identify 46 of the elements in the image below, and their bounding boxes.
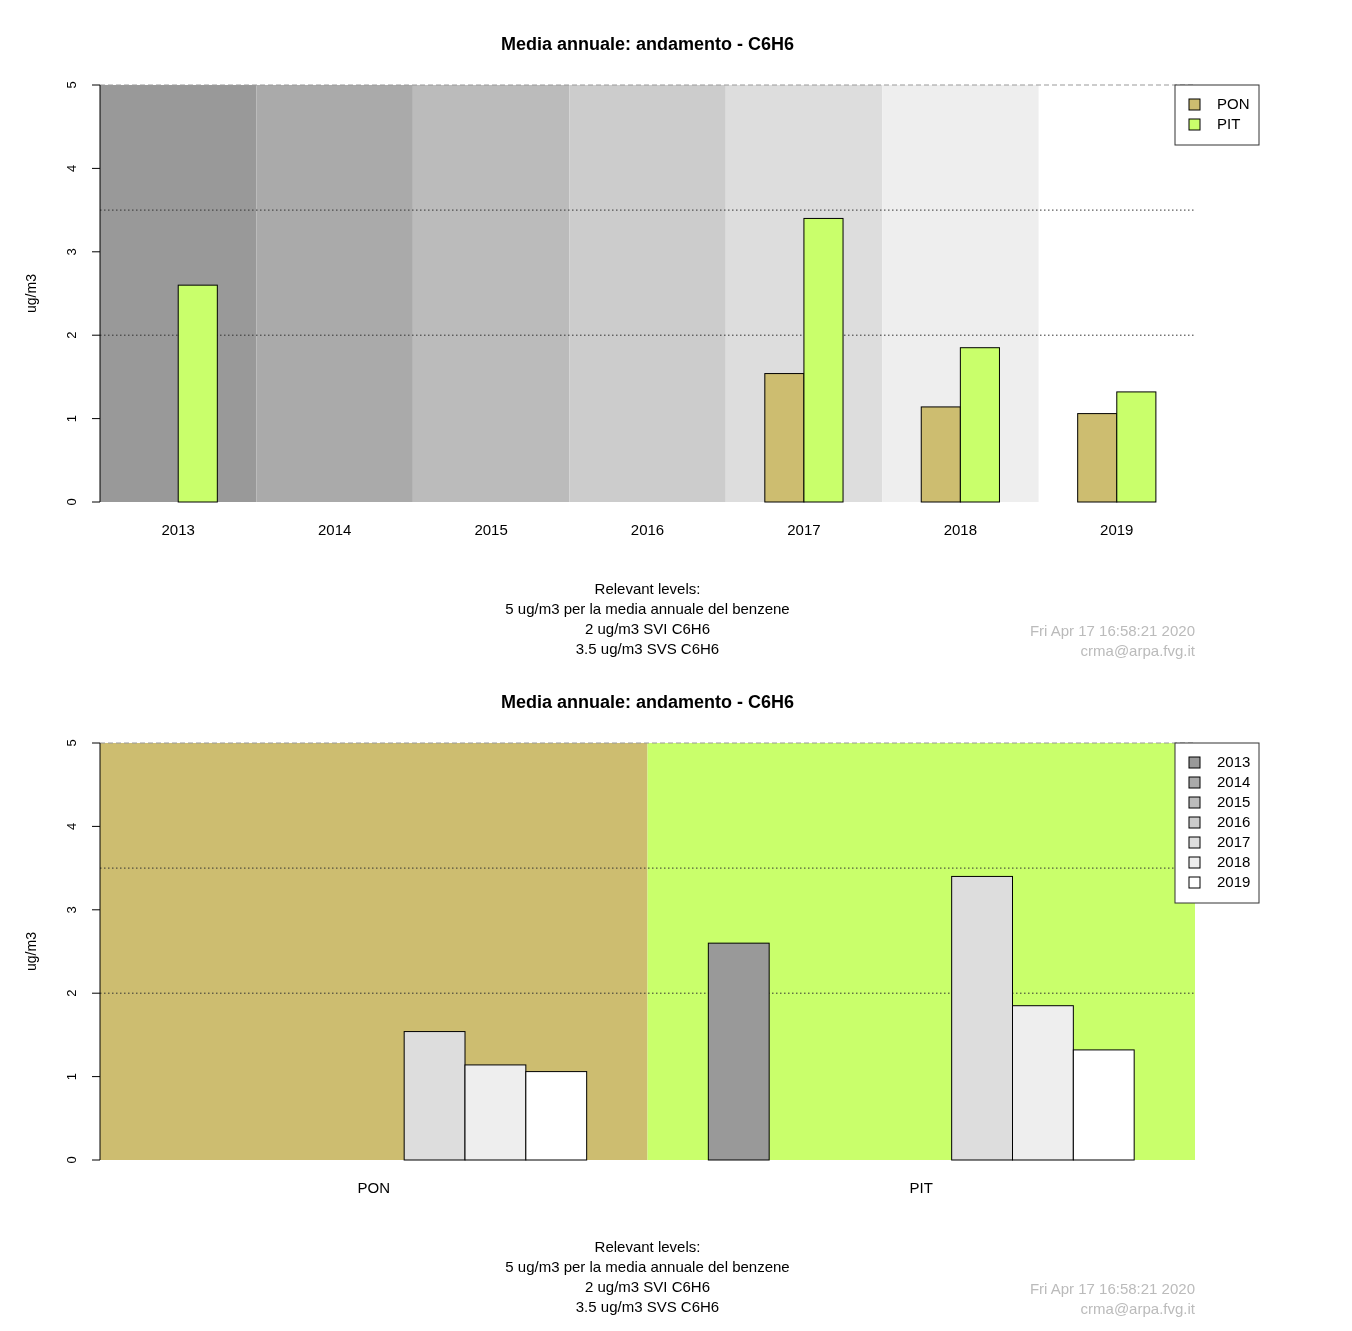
x-tick-label: 2013	[161, 520, 195, 538]
text: Relevant levels:	[594, 1237, 701, 1255]
y-tick-label: 2	[64, 989, 80, 997]
text: crma@arpa.fvg.it	[1080, 641, 1196, 659]
text: 5 ug/m3 per la media annuale del benzene	[505, 1257, 790, 1275]
legend-label: 2013	[1217, 752, 1251, 770]
x-tick-label: 2018	[943, 520, 978, 538]
text: Relevant levels:	[594, 579, 701, 597]
y-tick-label: 0	[64, 498, 80, 506]
x-tick-label: 2019	[1100, 520, 1134, 538]
y-tick-label: 0	[64, 1156, 80, 1164]
legend-label: 2017	[1217, 832, 1251, 850]
y-tick-label: 2	[64, 331, 80, 339]
y-tick-label: 1	[64, 1072, 80, 1081]
y-tick-label: 3	[64, 906, 80, 914]
chart-title: Media annuale: andamento - C6H6	[500, 33, 795, 54]
y-tick-label: 5	[64, 81, 80, 89]
text: crma@arpa.fvg.it	[1080, 1299, 1196, 1317]
text: 3.5 ug/m3 SVS C6H6	[575, 639, 720, 657]
x-tick-label: 2015	[474, 520, 508, 538]
y-tick-label: 4	[64, 164, 80, 173]
text: Fri Apr 17 16:58:21 2020	[1029, 621, 1195, 639]
legend-label: PON	[1217, 94, 1250, 112]
y-axis-title: ug/m3	[22, 931, 39, 971]
text: 2 ug/m3 SVI C6H6	[584, 619, 711, 637]
legend-label: 2014	[1217, 772, 1251, 790]
chart-title: Media annuale: andamento - C6H6	[500, 691, 795, 712]
text: 5 ug/m3 per la media annuale del benzene	[505, 599, 790, 617]
text: 2 ug/m3 SVI C6H6	[584, 1277, 711, 1295]
y-tick-label: 4	[64, 822, 80, 831]
bar	[177, 284, 218, 503]
legend-label: 2018	[1217, 852, 1251, 870]
bar	[707, 942, 770, 1161]
x-tick-label: 2016	[630, 520, 665, 538]
text: Fri Apr 17 16:58:21 2020	[1029, 1279, 1195, 1297]
y-tick-label: 1	[64, 414, 80, 423]
y-tick-label: 5	[64, 739, 80, 747]
text: 3.5 ug/m3 SVS C6H6	[575, 1297, 720, 1315]
x-tick-label: 2017	[787, 520, 821, 538]
x-tick-label: 2014	[317, 520, 352, 538]
y-axis-title: ug/m3	[22, 273, 39, 313]
legend-label: 2019	[1217, 872, 1251, 890]
legend-label: 2015	[1217, 792, 1251, 810]
legend-label: 2016	[1217, 812, 1251, 830]
legend-label: PIT	[1217, 114, 1241, 132]
y-tick-label: 3	[64, 248, 80, 256]
